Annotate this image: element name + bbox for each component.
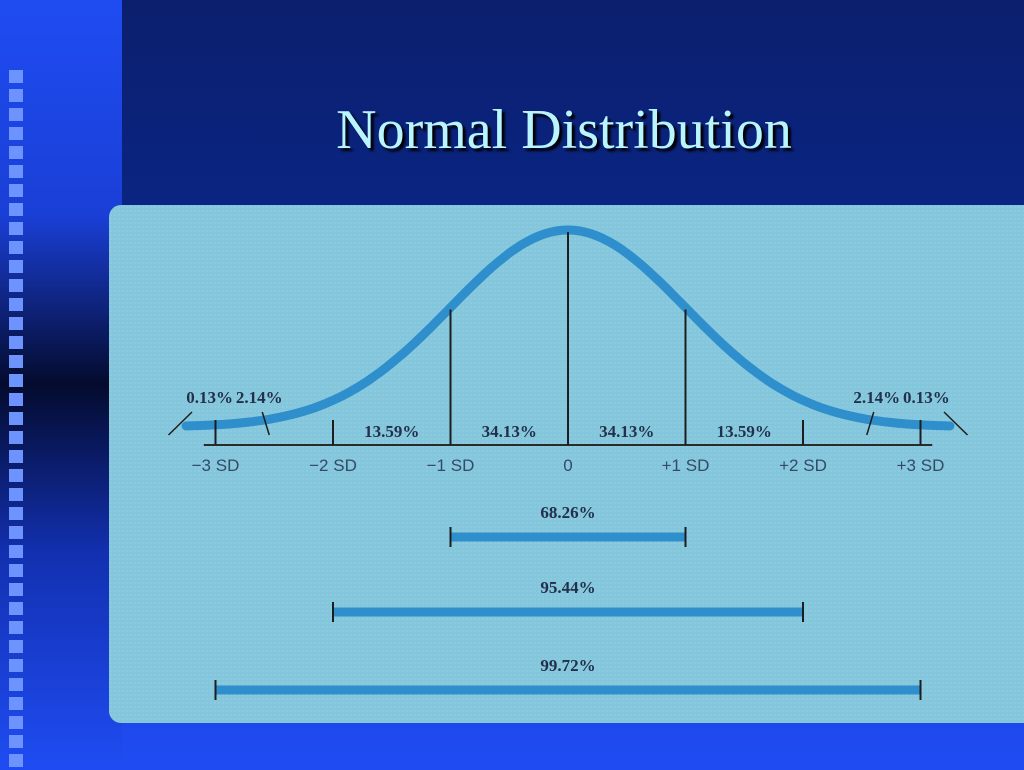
range-percent-label: 95.44%	[540, 578, 595, 597]
region-percent-label: 0.13%	[903, 388, 950, 407]
slide-title: Normal Distribution	[336, 99, 792, 161]
normal-distribution-diagram: −3 SD −2 SD −1 SD 0 +1 SD +2 SD +3 SD 0.13% 2.1…	[167, 225, 969, 700]
range-percent-label: 99.72%	[540, 656, 595, 675]
decorative-squares-column	[9, 70, 23, 770]
region-pointer-line	[943, 411, 969, 436]
left-decorative-band	[0, 0, 122, 770]
sd-tick-label: +2 SD	[779, 456, 827, 475]
sd-tick-label: 0	[563, 456, 572, 475]
sd-tick-labels: −3 SD −2 SD −1 SD 0 +1 SD +2 SD +3 SD	[192, 456, 945, 475]
diagram-panel: −3 SD −2 SD −1 SD 0 +1 SD +2 SD +3 SD 0.13% 2.1…	[109, 205, 1024, 723]
region-pointer-line	[167, 411, 193, 436]
region-pointer-line	[866, 411, 875, 436]
range-percent-label: 68.26%	[540, 503, 595, 522]
region-percent-label: 2.14%	[236, 388, 283, 407]
region-percent-label: 13.59%	[364, 422, 419, 441]
region-percent-label: 13.59%	[717, 422, 772, 441]
region-percent-label: 0.13%	[186, 388, 233, 407]
region-percent-label: 2.14%	[853, 388, 900, 407]
sd-tick-label: +1 SD	[662, 456, 710, 475]
sd-tick-label: +3 SD	[897, 456, 945, 475]
region-percent-labels: 0.13% 2.14%13.59% 34.13% 34.13% 13.59%2.14% 0…	[167, 388, 969, 441]
sd-tick-label: −2 SD	[309, 456, 357, 475]
region-pointer-line	[261, 411, 270, 436]
region-percent-label: 34.13%	[482, 422, 537, 441]
bell-curve	[181, 225, 955, 431]
region-percent-label: 34.13%	[599, 422, 654, 441]
range-bars: 68.26% 95.44% 99.72%	[214, 503, 922, 700]
sd-tick-label: −1 SD	[427, 456, 475, 475]
sd-tick-label: −3 SD	[192, 456, 240, 475]
sd-divider-lines	[214, 232, 922, 445]
